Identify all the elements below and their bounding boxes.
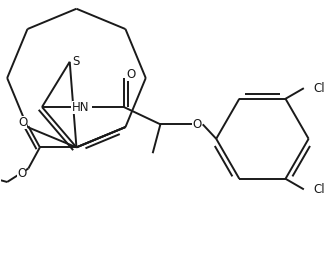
Text: O: O <box>18 116 27 129</box>
Text: O: O <box>126 68 135 81</box>
Text: Cl: Cl <box>314 82 325 95</box>
Text: Cl: Cl <box>314 183 325 196</box>
Text: O: O <box>17 167 26 180</box>
Text: O: O <box>192 118 201 131</box>
Text: HN: HN <box>72 100 89 114</box>
Text: S: S <box>73 55 80 68</box>
